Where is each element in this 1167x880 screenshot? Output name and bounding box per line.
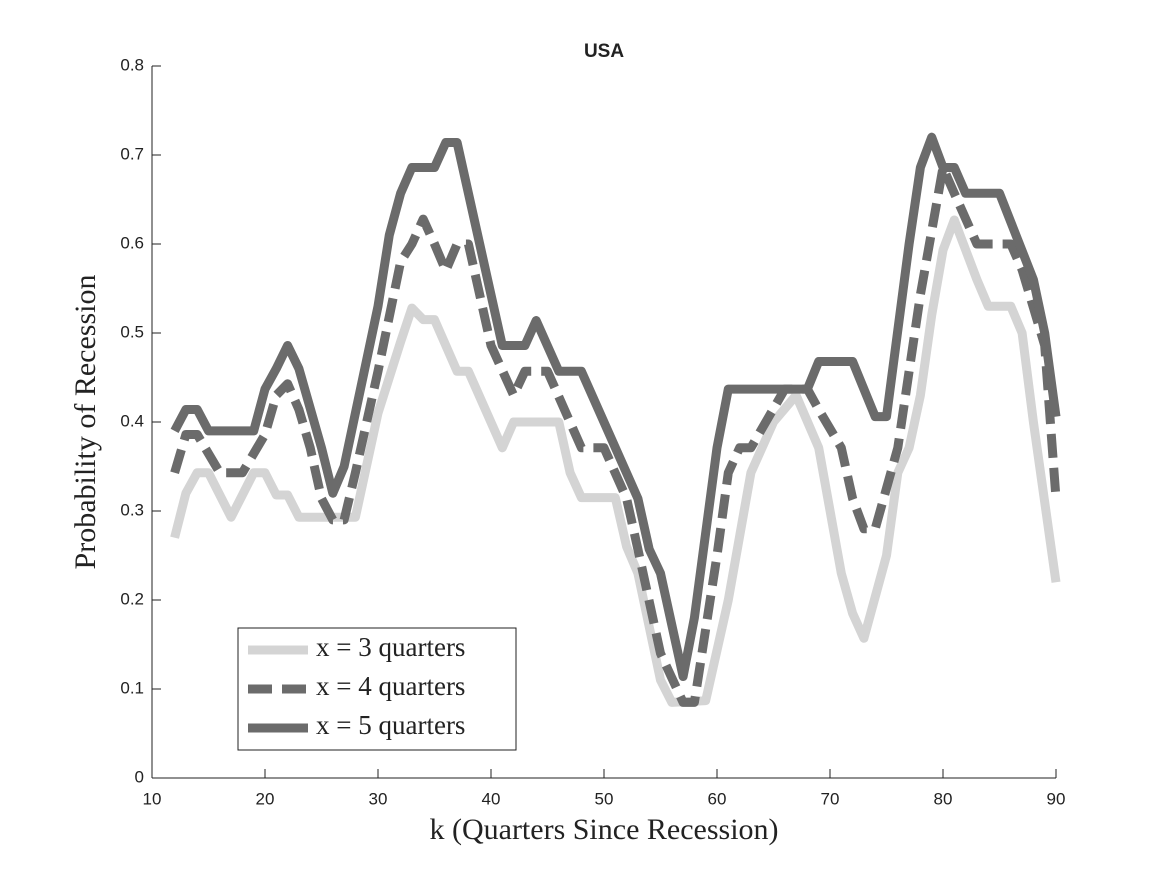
x-tick-label: 40 xyxy=(482,789,501,808)
y-tick-label: 0.1 xyxy=(120,678,144,697)
y-tick-label: 0.7 xyxy=(120,144,144,163)
y-tick-label: 0 xyxy=(135,767,144,786)
x-tick-label: 20 xyxy=(256,789,275,808)
series-line xyxy=(170,162,1061,707)
legend-label: x = 3 quarters xyxy=(316,632,465,662)
x-tick-label: 10 xyxy=(143,789,162,808)
y-tick-label: 0.4 xyxy=(120,411,144,430)
series-line xyxy=(170,215,1061,707)
y-tick-label: 0.5 xyxy=(120,322,144,341)
y-tick-label: 0.3 xyxy=(120,500,144,519)
x-tick-label: 70 xyxy=(821,789,840,808)
y-axis-label: Probability of Recession xyxy=(69,275,102,570)
x-tick-label: 80 xyxy=(934,789,953,808)
legend-label: x = 4 quarters xyxy=(316,671,465,701)
series-line xyxy=(170,132,1061,682)
y-tick-label: 0.6 xyxy=(120,233,144,252)
x-tick-label: 60 xyxy=(708,789,727,808)
x-tick-label: 50 xyxy=(595,789,614,808)
legend-label: x = 5 quarters xyxy=(316,710,465,740)
y-tick-label: 0.8 xyxy=(120,55,144,74)
x-tick-label: 30 xyxy=(369,789,388,808)
y-tick-label: 0.2 xyxy=(120,589,144,608)
chart-title: USA xyxy=(584,41,624,62)
x-tick-label: 90 xyxy=(1047,789,1066,808)
x-axis-label: k (Quarters Since Recession) xyxy=(429,813,778,846)
